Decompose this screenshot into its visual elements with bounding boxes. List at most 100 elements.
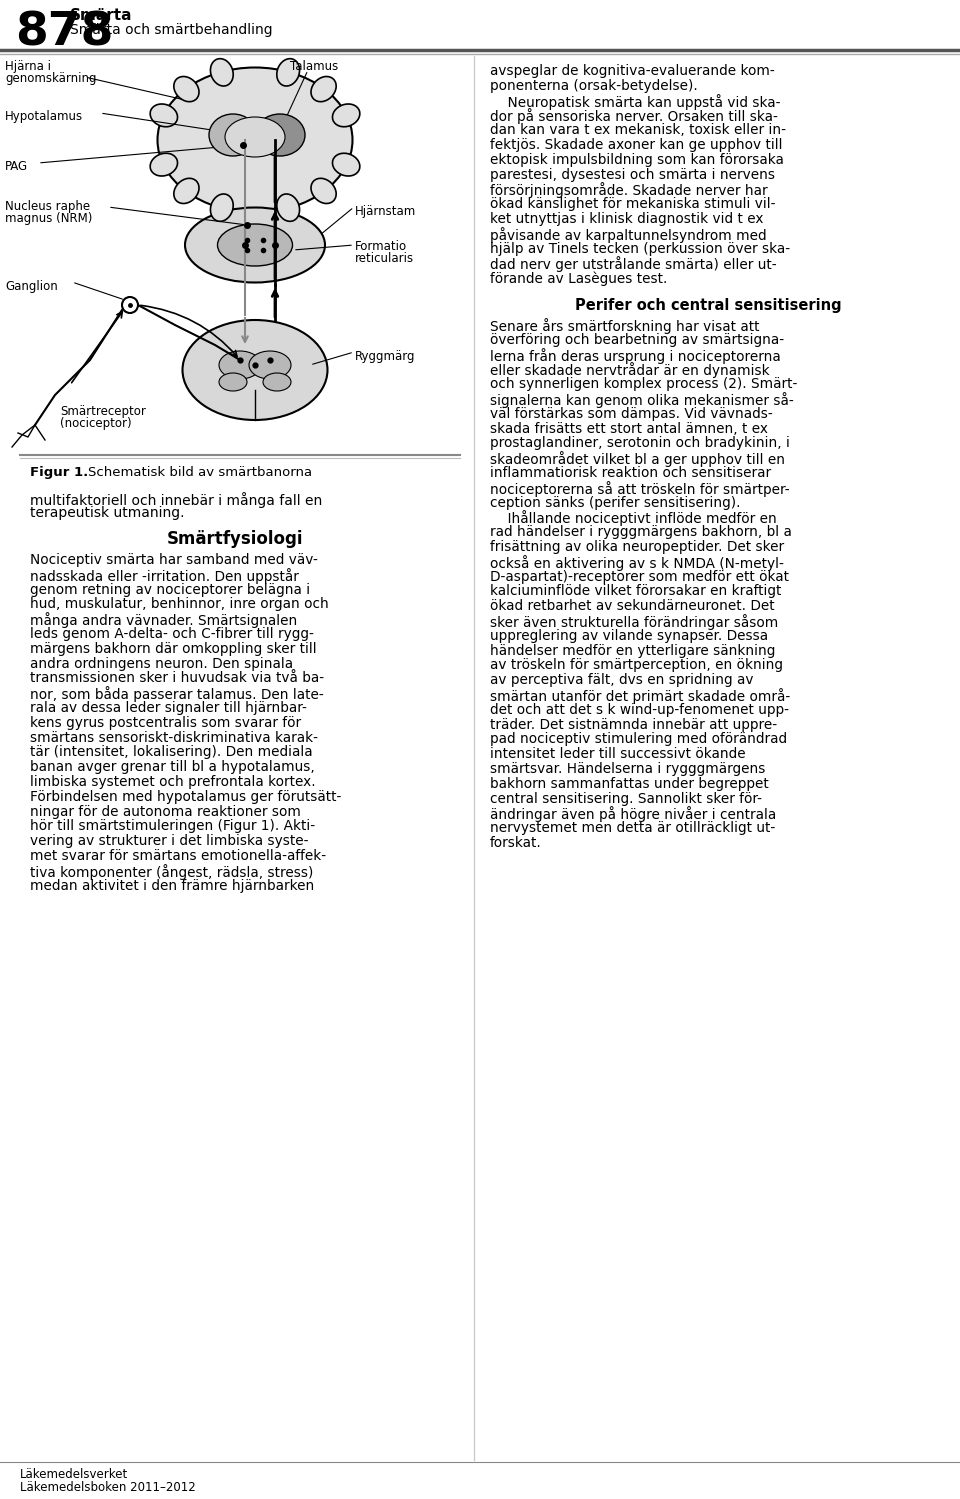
Circle shape xyxy=(122,297,138,313)
Text: 878: 878 xyxy=(15,10,113,55)
Ellipse shape xyxy=(210,58,233,85)
Text: smärtan utanför det primärt skadade områ-: smärtan utanför det primärt skadade områ… xyxy=(490,688,790,705)
Text: magnus (NRM): magnus (NRM) xyxy=(5,211,92,225)
Text: (nociceptor): (nociceptor) xyxy=(60,417,132,430)
Text: ektopisk impulsbildning som kan förorsaka: ektopisk impulsbildning som kan förorsak… xyxy=(490,153,784,166)
Text: kalciuminflöde vilket förorsakar en kraftigt: kalciuminflöde vilket förorsakar en kraf… xyxy=(490,585,781,598)
Text: träder. Det sistnämnda innebär att uppre-: träder. Det sistnämnda innebär att uppre… xyxy=(490,718,778,732)
Text: ponenterna (orsak-betydelse).: ponenterna (orsak-betydelse). xyxy=(490,79,698,93)
Text: multifaktoriell och innebär i många fall en: multifaktoriell och innebär i många fall… xyxy=(30,492,323,508)
Text: smärtsvar. Händelserna i rygggmärgens: smärtsvar. Händelserna i rygggmärgens xyxy=(490,761,765,776)
Text: också en aktivering av s k NMDA (N-metyl-: också en aktivering av s k NMDA (N-metyl… xyxy=(490,555,784,571)
Ellipse shape xyxy=(218,223,293,265)
Text: dor på sensoriska nerver. Orsaken till ska-: dor på sensoriska nerver. Orsaken till s… xyxy=(490,108,778,124)
Ellipse shape xyxy=(332,153,360,175)
Text: hud, muskulatur, benhinnor, inre organ och: hud, muskulatur, benhinnor, inre organ o… xyxy=(30,598,328,612)
Text: nervystemet men detta är otillräckligt ut-: nervystemet men detta är otillräckligt u… xyxy=(490,821,776,835)
Text: avspeglar de kognitiva-evaluerande kom-: avspeglar de kognitiva-evaluerande kom- xyxy=(490,64,775,78)
Text: uppreglering av vilande synapser. Dessa: uppreglering av vilande synapser. Dessa xyxy=(490,628,768,643)
Ellipse shape xyxy=(311,76,336,102)
Text: genomskärning: genomskärning xyxy=(5,72,97,85)
Text: nociceptorerna så att tröskeln för smärtper-: nociceptorerna så att tröskeln för smärt… xyxy=(490,481,790,496)
Text: ningar för de autonoma reaktioner som: ningar för de autonoma reaktioner som xyxy=(30,805,300,818)
Text: tiva komponenter (ångest, rädsla, stress): tiva komponenter (ångest, rädsla, stress… xyxy=(30,863,313,880)
Ellipse shape xyxy=(255,114,305,156)
Text: eller skadade nervtrådar är en dynamisk: eller skadade nervtrådar är en dynamisk xyxy=(490,363,770,378)
Ellipse shape xyxy=(276,193,300,222)
Text: Smärtfysiologi: Smärtfysiologi xyxy=(167,531,303,549)
Text: dad nerv ger utstrålande smärta) eller ut-: dad nerv ger utstrålande smärta) eller u… xyxy=(490,256,777,273)
Text: kens gyrus postcentralis som svarar för: kens gyrus postcentralis som svarar för xyxy=(30,717,301,730)
Text: Läkemedelsboken 2011–2012: Läkemedelsboken 2011–2012 xyxy=(20,1481,196,1495)
Text: andra ordningens neuron. Den spinala: andra ordningens neuron. Den spinala xyxy=(30,657,293,670)
Text: Förbindelsen med hypotalamus ger förutsätt-: Förbindelsen med hypotalamus ger förutsä… xyxy=(30,790,342,803)
Text: ändringar även på högre nivåer i centrala: ändringar även på högre nivåer i central… xyxy=(490,806,777,823)
Text: Smärtreceptor: Smärtreceptor xyxy=(60,405,146,418)
Text: Hjärna i: Hjärna i xyxy=(5,60,51,73)
Text: fektjös. Skadade axoner kan ge upphov till: fektjös. Skadade axoner kan ge upphov ti… xyxy=(490,138,782,151)
Text: Talamus: Talamus xyxy=(290,60,338,73)
Text: Ganglion: Ganglion xyxy=(5,280,58,292)
Text: Figur 1.: Figur 1. xyxy=(30,466,88,480)
Ellipse shape xyxy=(332,103,360,127)
Text: hör till smärtstimuleringen (Figur 1). Akti-: hör till smärtstimuleringen (Figur 1). A… xyxy=(30,820,315,833)
Text: pad nociceptiv stimulering med oförändrad: pad nociceptiv stimulering med oförändra… xyxy=(490,733,787,747)
Text: Hjärnstam: Hjärnstam xyxy=(355,205,417,217)
Text: ket utnyttjas i klinisk diagnostik vid t ex: ket utnyttjas i klinisk diagnostik vid t… xyxy=(490,211,763,226)
Text: intensitet leder till successivt ökande: intensitet leder till successivt ökande xyxy=(490,747,746,761)
Ellipse shape xyxy=(150,103,178,127)
Ellipse shape xyxy=(219,373,247,391)
Text: bakhorn sammanfattas under begreppet: bakhorn sammanfattas under begreppet xyxy=(490,776,769,791)
Text: leds genom A-delta- och C-fibrer till rygg-: leds genom A-delta- och C-fibrer till ry… xyxy=(30,627,314,642)
Text: medan aktivitet i den främre hjärnbarken: medan aktivitet i den främre hjärnbarken xyxy=(30,878,314,892)
Text: Nociceptiv smärta har samband med väv-: Nociceptiv smärta har samband med väv- xyxy=(30,553,318,567)
Text: D-aspartat)-receptorer som medför ett ökat: D-aspartat)-receptorer som medför ett ök… xyxy=(490,570,789,583)
Text: påvisande av karpaltunnelsyndrom med: påvisande av karpaltunnelsyndrom med xyxy=(490,226,767,243)
Text: Senare års smärtforskning har visat att: Senare års smärtforskning har visat att xyxy=(490,318,759,334)
Text: Neuropatisk smärta kan uppstå vid ska-: Neuropatisk smärta kan uppstå vid ska- xyxy=(490,93,780,109)
Text: hjälp av Tinels tecken (perkussion över ska-: hjälp av Tinels tecken (perkussion över … xyxy=(490,241,790,256)
Ellipse shape xyxy=(276,58,300,85)
Text: händelser medför en ytterligare sänkning: händelser medför en ytterligare sänkning xyxy=(490,643,776,658)
Text: transmissionen sker i huvudsak via två ba-: transmissionen sker i huvudsak via två b… xyxy=(30,672,324,685)
Text: terapeutisk utmaning.: terapeutisk utmaning. xyxy=(30,507,184,520)
Text: förande av Lasègues test.: förande av Lasègues test. xyxy=(490,271,667,286)
Text: reticularis: reticularis xyxy=(355,252,414,265)
Text: överföring och bearbetning av smärtsigna-: överföring och bearbetning av smärtsigna… xyxy=(490,333,784,346)
Text: tär (intensitet, lokalisering). Den mediala: tär (intensitet, lokalisering). Den medi… xyxy=(30,745,313,760)
Text: vering av strukturer i det limbiska syste-: vering av strukturer i det limbiska syst… xyxy=(30,835,308,848)
Text: Perifer och central sensitisering: Perifer och central sensitisering xyxy=(575,298,841,313)
Text: frisättning av olika neuropeptider. Det sker: frisättning av olika neuropeptider. Det … xyxy=(490,540,784,555)
Text: av tröskeln för smärtperception, en ökning: av tröskeln för smärtperception, en ökni… xyxy=(490,658,783,673)
Text: väl förstärkas som dämpas. Vid vävnads-: väl förstärkas som dämpas. Vid vävnads- xyxy=(490,406,773,421)
Text: rala av dessa leder signaler till hjärnbar-: rala av dessa leder signaler till hjärnb… xyxy=(30,702,307,715)
Text: Nucleus raphe: Nucleus raphe xyxy=(5,199,90,213)
Ellipse shape xyxy=(249,351,291,379)
Text: inflammatiorisk reaktion och sensitiserar: inflammatiorisk reaktion och sensitisera… xyxy=(490,466,771,480)
Ellipse shape xyxy=(150,153,178,175)
Text: central sensitisering. Sannolikt sker för-: central sensitisering. Sannolikt sker fö… xyxy=(490,791,762,805)
Ellipse shape xyxy=(311,178,336,204)
Text: och synnerligen komplex process (2). Smärt-: och synnerligen komplex process (2). Smä… xyxy=(490,378,798,391)
Text: nor, som båda passerar talamus. Den late-: nor, som båda passerar talamus. Den late… xyxy=(30,687,324,702)
Ellipse shape xyxy=(225,117,285,157)
Text: rad händelser i rygggmärgens bakhorn, bl a: rad händelser i rygggmärgens bakhorn, bl… xyxy=(490,525,792,540)
Text: limbiska systemet och prefrontala kortex.: limbiska systemet och prefrontala kortex… xyxy=(30,775,316,788)
Text: Formatio: Formatio xyxy=(355,240,407,253)
Ellipse shape xyxy=(174,76,199,102)
Text: genom retning av nociceptorer belägna i: genom retning av nociceptorer belägna i xyxy=(30,583,310,597)
Text: av perceptiva fält, dvs en spridning av: av perceptiva fält, dvs en spridning av xyxy=(490,673,754,687)
Text: met svarar för smärtans emotionella-affek-: met svarar för smärtans emotionella-affe… xyxy=(30,848,326,863)
Text: nadsskada eller -irritation. Den uppstår: nadsskada eller -irritation. Den uppstår xyxy=(30,568,299,583)
Text: ökad känslighet för mekaniska stimuli vil-: ökad känslighet för mekaniska stimuli vi… xyxy=(490,198,776,211)
Text: signalerna kan genom olika mekanismer så-: signalerna kan genom olika mekanismer så… xyxy=(490,393,794,408)
Text: ception sänks (perifer sensitisering).: ception sänks (perifer sensitisering). xyxy=(490,496,740,510)
Text: forskat.: forskat. xyxy=(490,836,541,850)
Text: Ryggmärg: Ryggmärg xyxy=(355,349,416,363)
Text: Ihållande nociceptivt inflöde medför en: Ihållande nociceptivt inflöde medför en xyxy=(490,510,777,526)
Ellipse shape xyxy=(185,207,325,282)
Text: Hypotalamus: Hypotalamus xyxy=(5,109,84,123)
Text: Smärta: Smärta xyxy=(70,7,132,22)
Ellipse shape xyxy=(182,319,327,420)
Text: dan kan vara t ex mekanisk, toxisk eller in-: dan kan vara t ex mekanisk, toxisk eller… xyxy=(490,123,786,138)
